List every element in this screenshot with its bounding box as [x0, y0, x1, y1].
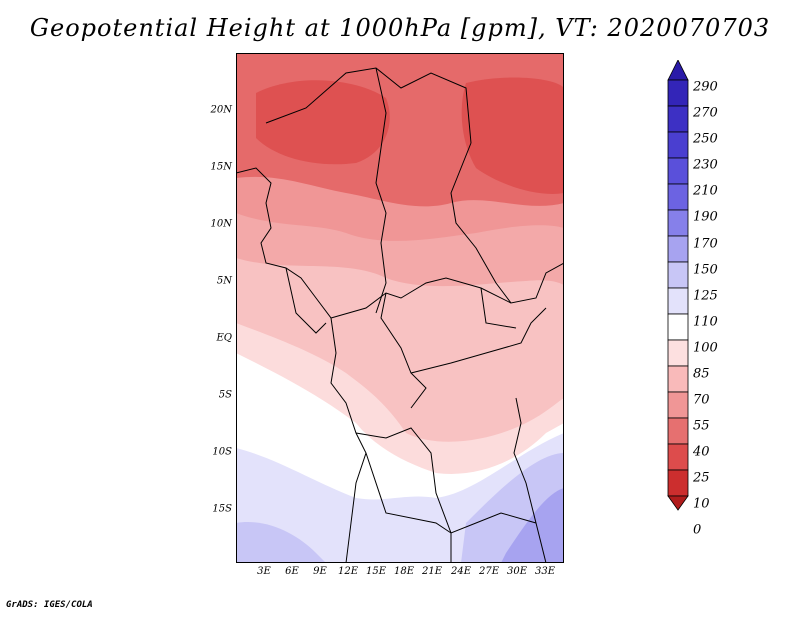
band-10-25-core-east: [461, 77, 564, 194]
colorbar-segment-12: [667, 365, 689, 393]
colorbar-segment-3: [667, 131, 689, 159]
colorbar-segment-6: [667, 209, 689, 237]
colorbar-label-100: 100: [693, 340, 718, 356]
colorbar-label-0: 0: [693, 522, 702, 538]
colorbar-label-270: 270: [693, 105, 718, 121]
border-5: [380, 292, 427, 409]
border-11: [480, 287, 517, 329]
band-10-25-core-west: [256, 80, 390, 165]
border-6: [410, 307, 547, 374]
lon-label-3e: 3E: [257, 566, 271, 577]
colorbar-segment-14: [667, 417, 689, 445]
colorbar-segment-2: [667, 105, 689, 133]
band-150-170-se: [501, 488, 564, 563]
border-10: [285, 267, 327, 334]
border-1: [265, 67, 472, 144]
lon-label-12e: 12E: [337, 566, 359, 577]
colorbar-label-110: 110: [693, 314, 718, 330]
colorbar-segment-8: [667, 261, 689, 289]
lon-label-18e: 18E: [393, 566, 415, 577]
colorbar-label-150: 150: [693, 262, 718, 278]
colorbar-segment-15: [667, 443, 689, 471]
lon-label-24e: 24E: [450, 566, 472, 577]
map-panel: [236, 53, 564, 563]
band-125-150: [236, 522, 326, 563]
colorbar-label-125: 125: [693, 288, 718, 304]
colorbar-label-10: 10: [693, 496, 710, 512]
colorbar-segment-1: [667, 79, 689, 107]
map-title: Geopotential Height at 1000hPa [gpm], VT…: [29, 14, 771, 42]
lat-label-5s: 5S: [218, 389, 232, 401]
lat-label-20n: 20N: [210, 104, 232, 116]
lat-label-15n: 15N: [210, 161, 232, 173]
colorbar-label-230: 230: [693, 157, 718, 173]
lat-label-10n: 10N: [210, 218, 232, 230]
colorbar-label-40: 40: [693, 444, 710, 460]
colorbar-label-85: 85: [693, 366, 710, 382]
colorbar-label-70: 70: [693, 392, 710, 408]
colorbar: [667, 60, 689, 511]
lon-label-6e: 6E: [285, 566, 299, 577]
colorbar-segment-11: [667, 339, 689, 367]
colorbar-segment-13: [667, 391, 689, 419]
lon-label-15e: 15E: [365, 566, 387, 577]
colorbar-label-170: 170: [693, 236, 718, 252]
colorbar-segment-16: [667, 469, 689, 497]
border-3: [450, 142, 564, 304]
colorbar-label-290: 290: [693, 79, 718, 95]
colorbar-label-210: 210: [693, 183, 718, 199]
colorbar-segment-4: [667, 157, 689, 185]
border-4: [330, 277, 512, 319]
colorbar-segment-5: [667, 183, 689, 211]
grads-credit: GrADS: IGES/COLA: [6, 600, 93, 610]
geopotential-map: [236, 53, 564, 563]
border-8: [513, 397, 547, 563]
colorbar-label-250: 250: [693, 131, 718, 147]
colorbar-segment-10: [667, 313, 689, 341]
colorbar-label-190: 190: [693, 209, 718, 225]
lon-label-9e: 9E: [313, 566, 327, 577]
lon-label-27e: 27E: [478, 566, 500, 577]
colorbar-label-55: 55: [693, 418, 710, 434]
lat-label-5n: 5N: [216, 275, 232, 287]
colorbar-bottom-tip: [667, 495, 689, 511]
lon-label-33e: 33E: [534, 566, 556, 577]
lat-label-15s: 15S: [212, 503, 232, 515]
lon-label-21e: 21E: [421, 566, 443, 577]
lat-label-eq: EQ: [216, 332, 233, 344]
border-2: [375, 67, 387, 314]
colorbar-label-25: 25: [693, 470, 710, 486]
border-9: [365, 452, 537, 534]
colorbar-top-tip: [667, 60, 689, 81]
lon-label-30e: 30E: [506, 566, 528, 577]
lat-label-10s: 10S: [212, 446, 232, 458]
colorbar-segment-9: [667, 287, 689, 315]
colorbar-segment-7: [667, 235, 689, 263]
